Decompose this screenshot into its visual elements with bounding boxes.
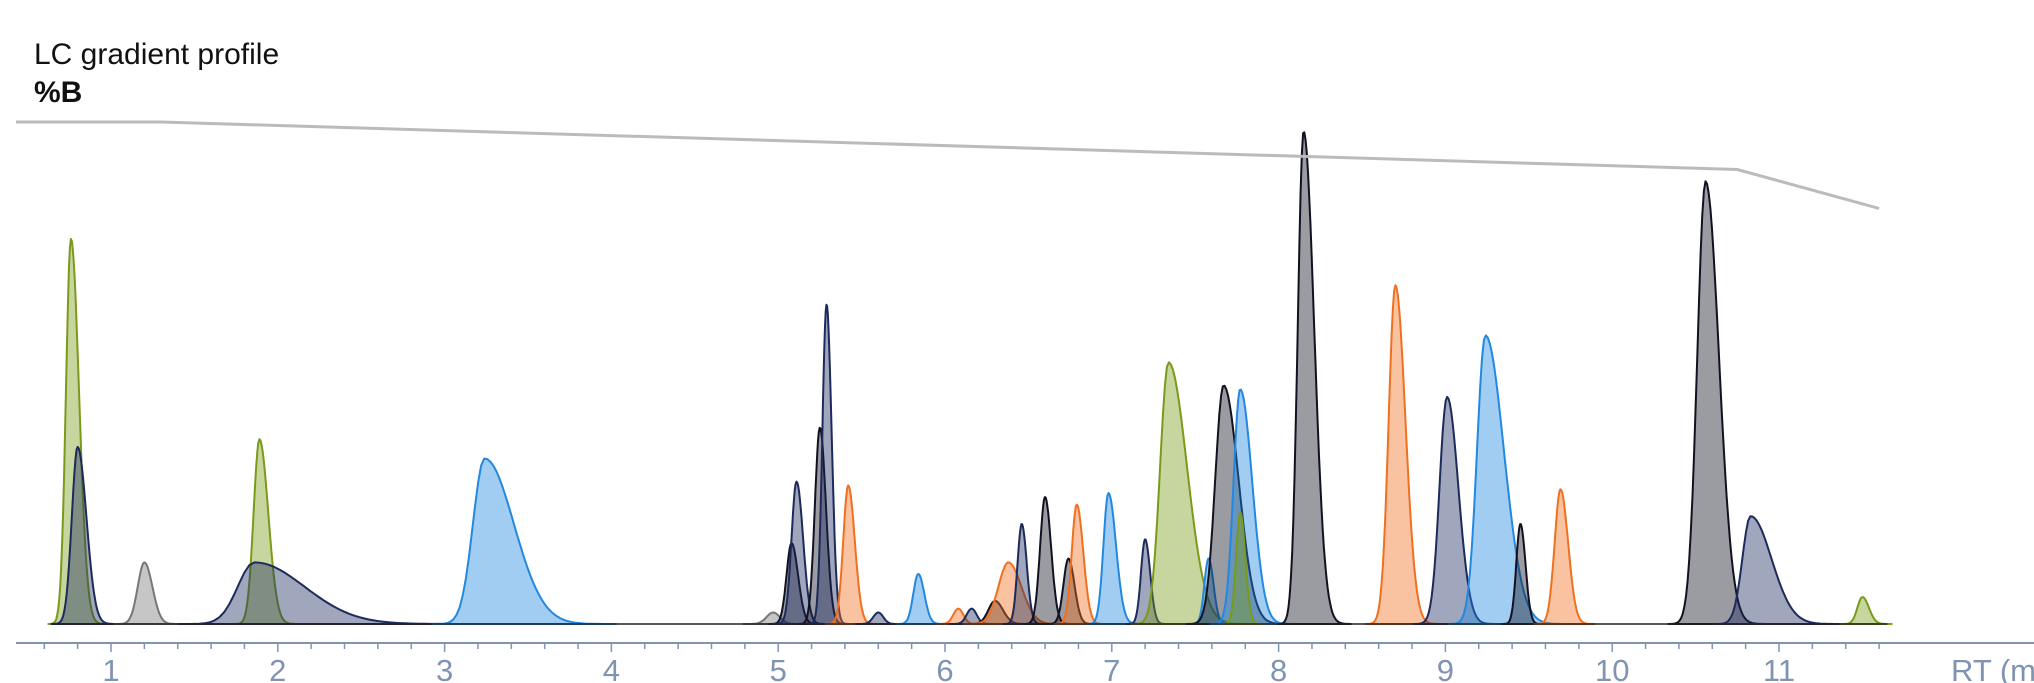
x-tick-label-1: 1 xyxy=(102,653,119,683)
x-tick-label-4: 4 xyxy=(603,653,620,683)
x-tick-label-7: 7 xyxy=(1103,653,1120,683)
peak-11 xyxy=(806,303,851,625)
gradient-profile-line xyxy=(16,120,1880,210)
peak-6 xyxy=(431,457,617,625)
x-tick-label-3: 3 xyxy=(436,653,453,683)
peak-14 xyxy=(894,573,947,625)
peak-23 xyxy=(1084,492,1144,625)
peak-5 xyxy=(178,561,481,625)
x-tick-label-5: 5 xyxy=(770,653,787,683)
x-tick-label-2: 2 xyxy=(269,653,286,683)
chart-title: LC gradient profile xyxy=(34,38,279,71)
x-tick-label-10: 10 xyxy=(1595,653,1629,683)
x-axis-ticks: 1 2 3 4 5 6 7 8 9 10 11 xyxy=(43,643,1880,683)
x-tick-label-8: 8 xyxy=(1270,653,1287,683)
x-axis-label: RT (min) xyxy=(1951,653,2034,683)
peak-3 xyxy=(113,561,182,625)
peak-1 xyxy=(47,238,108,625)
y-axis-label: %B xyxy=(34,76,82,109)
peak-30 xyxy=(1276,131,1352,625)
peak-36 xyxy=(1667,180,1767,625)
x-tick-label-11: 11 xyxy=(1763,653,1795,683)
x-tick-label-6: 6 xyxy=(936,653,953,683)
peak-38 xyxy=(1838,596,1893,625)
peak-31 xyxy=(1364,284,1442,625)
peak-35 xyxy=(1533,488,1596,625)
peaks-layer xyxy=(47,131,1893,625)
x-tick-label-9: 9 xyxy=(1437,653,1454,683)
